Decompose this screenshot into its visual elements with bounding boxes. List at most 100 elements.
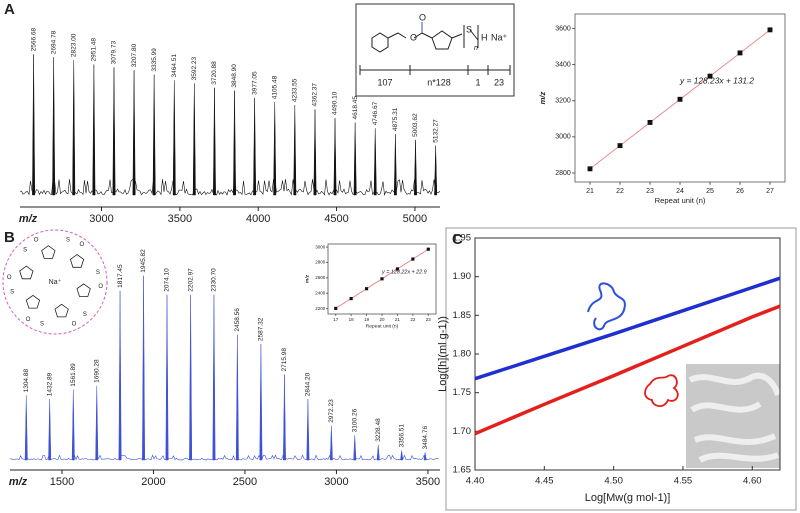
x-tick-label: 3000 (89, 213, 113, 225)
peak (253, 97, 257, 196)
peak-label: 2844.20 (305, 372, 312, 396)
point (380, 277, 384, 281)
x-tick-label: 4500 (324, 213, 348, 225)
peak-label: 3720.88 (211, 61, 218, 85)
x-tick-label: 4.45 (535, 476, 554, 487)
segment-label: n*128 (427, 77, 451, 87)
peak (32, 54, 36, 196)
segment-label: 107 (377, 77, 392, 87)
peak (172, 80, 176, 196)
peak (333, 118, 337, 196)
coil-icon (587, 282, 626, 331)
x-tick-label: 2500 (233, 476, 257, 488)
panel-letter: C (452, 231, 463, 248)
x-tick-label: 22 (410, 317, 416, 322)
bond (387, 32, 407, 39)
y-tick-label: 2400 (315, 290, 326, 295)
x-tick-label: 21 (395, 317, 401, 322)
counter-ion: Na⁺ (49, 279, 62, 286)
y-tick-label: 3200 (555, 98, 571, 105)
peak (92, 64, 96, 196)
ring-unit (76, 283, 91, 297)
peak-label: 1690.28 (94, 359, 101, 383)
atom: O (7, 275, 12, 281)
x-tick-label: 4000 (246, 213, 270, 225)
x-axis-label: Repeat unit (n) (366, 323, 399, 329)
peak (400, 450, 404, 461)
peak-label: 3100.26 (351, 408, 358, 432)
peak (313, 109, 317, 196)
peak (235, 334, 239, 461)
atom: O (26, 317, 31, 323)
point (411, 257, 415, 261)
peak-label: 4618.45 (352, 96, 359, 120)
y-tick-label: 3600 (555, 25, 571, 32)
peak-label: 2715.98 (281, 348, 288, 372)
segment-label: 23 (494, 77, 504, 87)
peak (393, 134, 397, 196)
peak (273, 102, 277, 196)
peak-label: 1561.89 (70, 363, 77, 387)
peak (71, 389, 75, 461)
atom: S (96, 270, 100, 276)
atom: O (98, 284, 103, 290)
point (647, 119, 653, 125)
peak-label: 3335.99 (151, 48, 158, 72)
x-tick-label: 23 (646, 188, 654, 195)
x-tick-label: 22 (616, 188, 624, 195)
benzene (371, 32, 389, 53)
peak-label: 5132.27 (432, 119, 439, 143)
panel-border (445, 227, 797, 511)
peak-label: 5003.62 (412, 113, 419, 137)
x-axis-label: m/z (9, 476, 28, 488)
y-tick-label: 1.90 (453, 271, 472, 282)
peak-label: 1432.89 (46, 372, 53, 396)
y-tick-label: 1.75 (453, 387, 472, 398)
atom: n (474, 45, 478, 52)
peak-label: 2074.10 (164, 268, 171, 292)
x-tick-label: 4.60 (743, 476, 762, 487)
peak (192, 83, 196, 196)
atom: S (40, 322, 44, 328)
y-axis-label: m/z (305, 274, 311, 283)
peak (165, 294, 169, 461)
x-tick-label: 4.40 (466, 476, 485, 487)
atom: O (80, 242, 85, 248)
peak-label: 3848.90 (231, 64, 238, 88)
peak-label: 2587.32 (258, 317, 265, 341)
x-tick-label: 26 (736, 188, 744, 195)
y-tick-label: 1.65 (453, 465, 472, 476)
segment-label: 1 (475, 77, 480, 87)
peak (306, 399, 310, 461)
x-tick-label: 20 (379, 317, 385, 322)
bond (451, 33, 463, 39)
x-tick-label: 27 (766, 188, 774, 195)
atom: H (481, 32, 488, 42)
peak (118, 290, 122, 461)
x-tick-label: 4.55 (674, 476, 693, 487)
x-tick-label: 5000 (403, 213, 427, 225)
peak-label: 3228.48 (375, 418, 382, 442)
peak (152, 74, 156, 196)
atom: S (66, 238, 70, 244)
atom: O (410, 32, 417, 42)
peak-label: 3207.80 (131, 43, 138, 67)
y-tick-label: 2800 (315, 260, 326, 265)
peak-label: 2458.56 (234, 308, 241, 332)
peak (283, 374, 286, 461)
bond (469, 29, 479, 41)
point (349, 296, 353, 301)
peak-label: 3484.76 (422, 426, 429, 450)
point (364, 287, 369, 291)
peak-label: 2330.70 (211, 268, 218, 292)
panel-letter: B (4, 229, 15, 246)
ring-unit (69, 254, 85, 268)
noise (19, 178, 441, 196)
peak-label: 4875.31 (392, 107, 399, 131)
peak (72, 60, 76, 196)
globule-icon (644, 374, 679, 407)
x-tick-label: 23 (426, 317, 432, 322)
peak (329, 425, 333, 461)
